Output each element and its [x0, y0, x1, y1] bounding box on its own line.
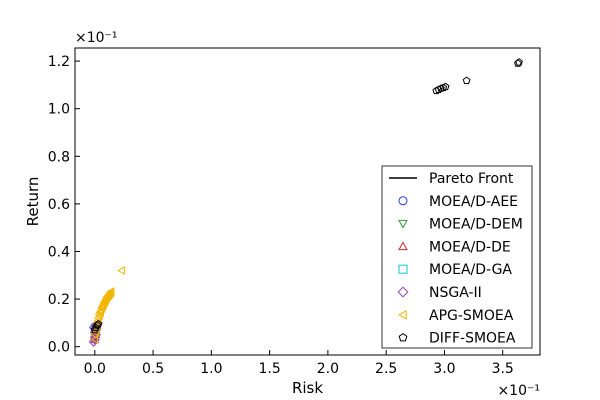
x-tick-label: 0.0: [84, 361, 106, 377]
data-point: [90, 335, 99, 344]
x-tick-label: 3.0: [433, 361, 455, 377]
data-point: [117, 266, 125, 275]
y-tick-label: 0.2: [48, 292, 70, 308]
legend-swatch: [398, 332, 408, 342]
data-point: [439, 83, 448, 92]
legend-swatch: [397, 309, 407, 320]
series-diff-smoea: [90, 58, 523, 334]
legend-swatch: [398, 219, 408, 229]
data-point: [432, 86, 441, 95]
legend-label: APG-SMOEA: [429, 308, 514, 324]
y-axis-multiplier: ×10⁻¹: [75, 30, 118, 46]
legend-item: Pareto Front: [389, 171, 514, 187]
x-tick-label: 2.0: [317, 361, 339, 377]
legend-item: MOEA/D-DE: [398, 239, 511, 255]
data-point: [462, 76, 471, 84]
legend-frame: [381, 165, 533, 349]
legend-label: DIFF-SMOEA: [429, 331, 516, 347]
legend: Pareto Front MOEA/D-AEE MOEA/D-DEM MOEA/D-D…: [381, 165, 533, 349]
legend-swatch: [398, 264, 408, 274]
legend-swatch: [397, 286, 409, 298]
x-axis: 0.0 0.5 1.0 1.5 2.0 2.5 3.0 3.5: [84, 350, 514, 377]
series-apg-smoea: [90, 266, 125, 344]
data-point: [106, 287, 115, 296]
y-axis: 0.0 0.2 0.4 0.6 0.8 1.0 1.2: [48, 54, 80, 356]
x-tick-label: 0.5: [142, 361, 164, 377]
x-axis-multiplier: ×10⁻¹: [497, 383, 540, 399]
legend-item: NSGA-II: [397, 285, 482, 301]
x-axis-label: Risk: [292, 379, 323, 397]
y-tick-label: 1.2: [48, 54, 70, 70]
legend-label: MOEA/D-AEE: [429, 194, 518, 210]
y-tick-label: 1.0: [48, 102, 70, 118]
data-point: [94, 319, 103, 328]
x-tick-label: 3.5: [492, 361, 514, 377]
legend-item: MOEA/D-AEE: [398, 194, 518, 210]
legend-swatch: [398, 196, 408, 206]
x-tick-label: 2.5: [375, 361, 397, 377]
y-tick-label: 0.6: [48, 197, 70, 213]
y-axis-label: Return: [24, 177, 42, 227]
y-tick-label: 0.0: [48, 340, 70, 356]
legend-label: MOEA/D-DE: [429, 239, 511, 255]
data-point: [513, 59, 522, 67]
x-tick-label: 1.0: [200, 361, 222, 377]
legend-item: APG-SMOEA: [397, 308, 514, 324]
plot-area: [88, 58, 523, 347]
legend-label: MOEA/D-DEM: [429, 217, 523, 233]
data-point: [93, 321, 102, 329]
legend-item: MOEA/D-DEM: [398, 217, 523, 233]
data-point: [441, 82, 450, 91]
legend-label: NSGA-II: [429, 285, 482, 301]
legend-label: Pareto Front: [429, 171, 514, 187]
data-point: [88, 337, 99, 347]
y-tick-label: 0.8: [48, 149, 70, 165]
data-point: [515, 58, 523, 66]
legend-label: MOEA/D-GA: [429, 262, 512, 278]
x-tick-label: 1.5: [258, 361, 280, 377]
y-tick-label: 0.4: [48, 244, 70, 260]
legend-item: MOEA/D-GA: [398, 262, 512, 278]
legend-swatch: [398, 241, 408, 251]
data-point: [437, 84, 445, 92]
plot-frame: [74, 47, 541, 356]
data-point: [434, 85, 443, 93]
legend-item: DIFF-SMOEA: [398, 331, 516, 347]
data-point: [92, 323, 100, 331]
